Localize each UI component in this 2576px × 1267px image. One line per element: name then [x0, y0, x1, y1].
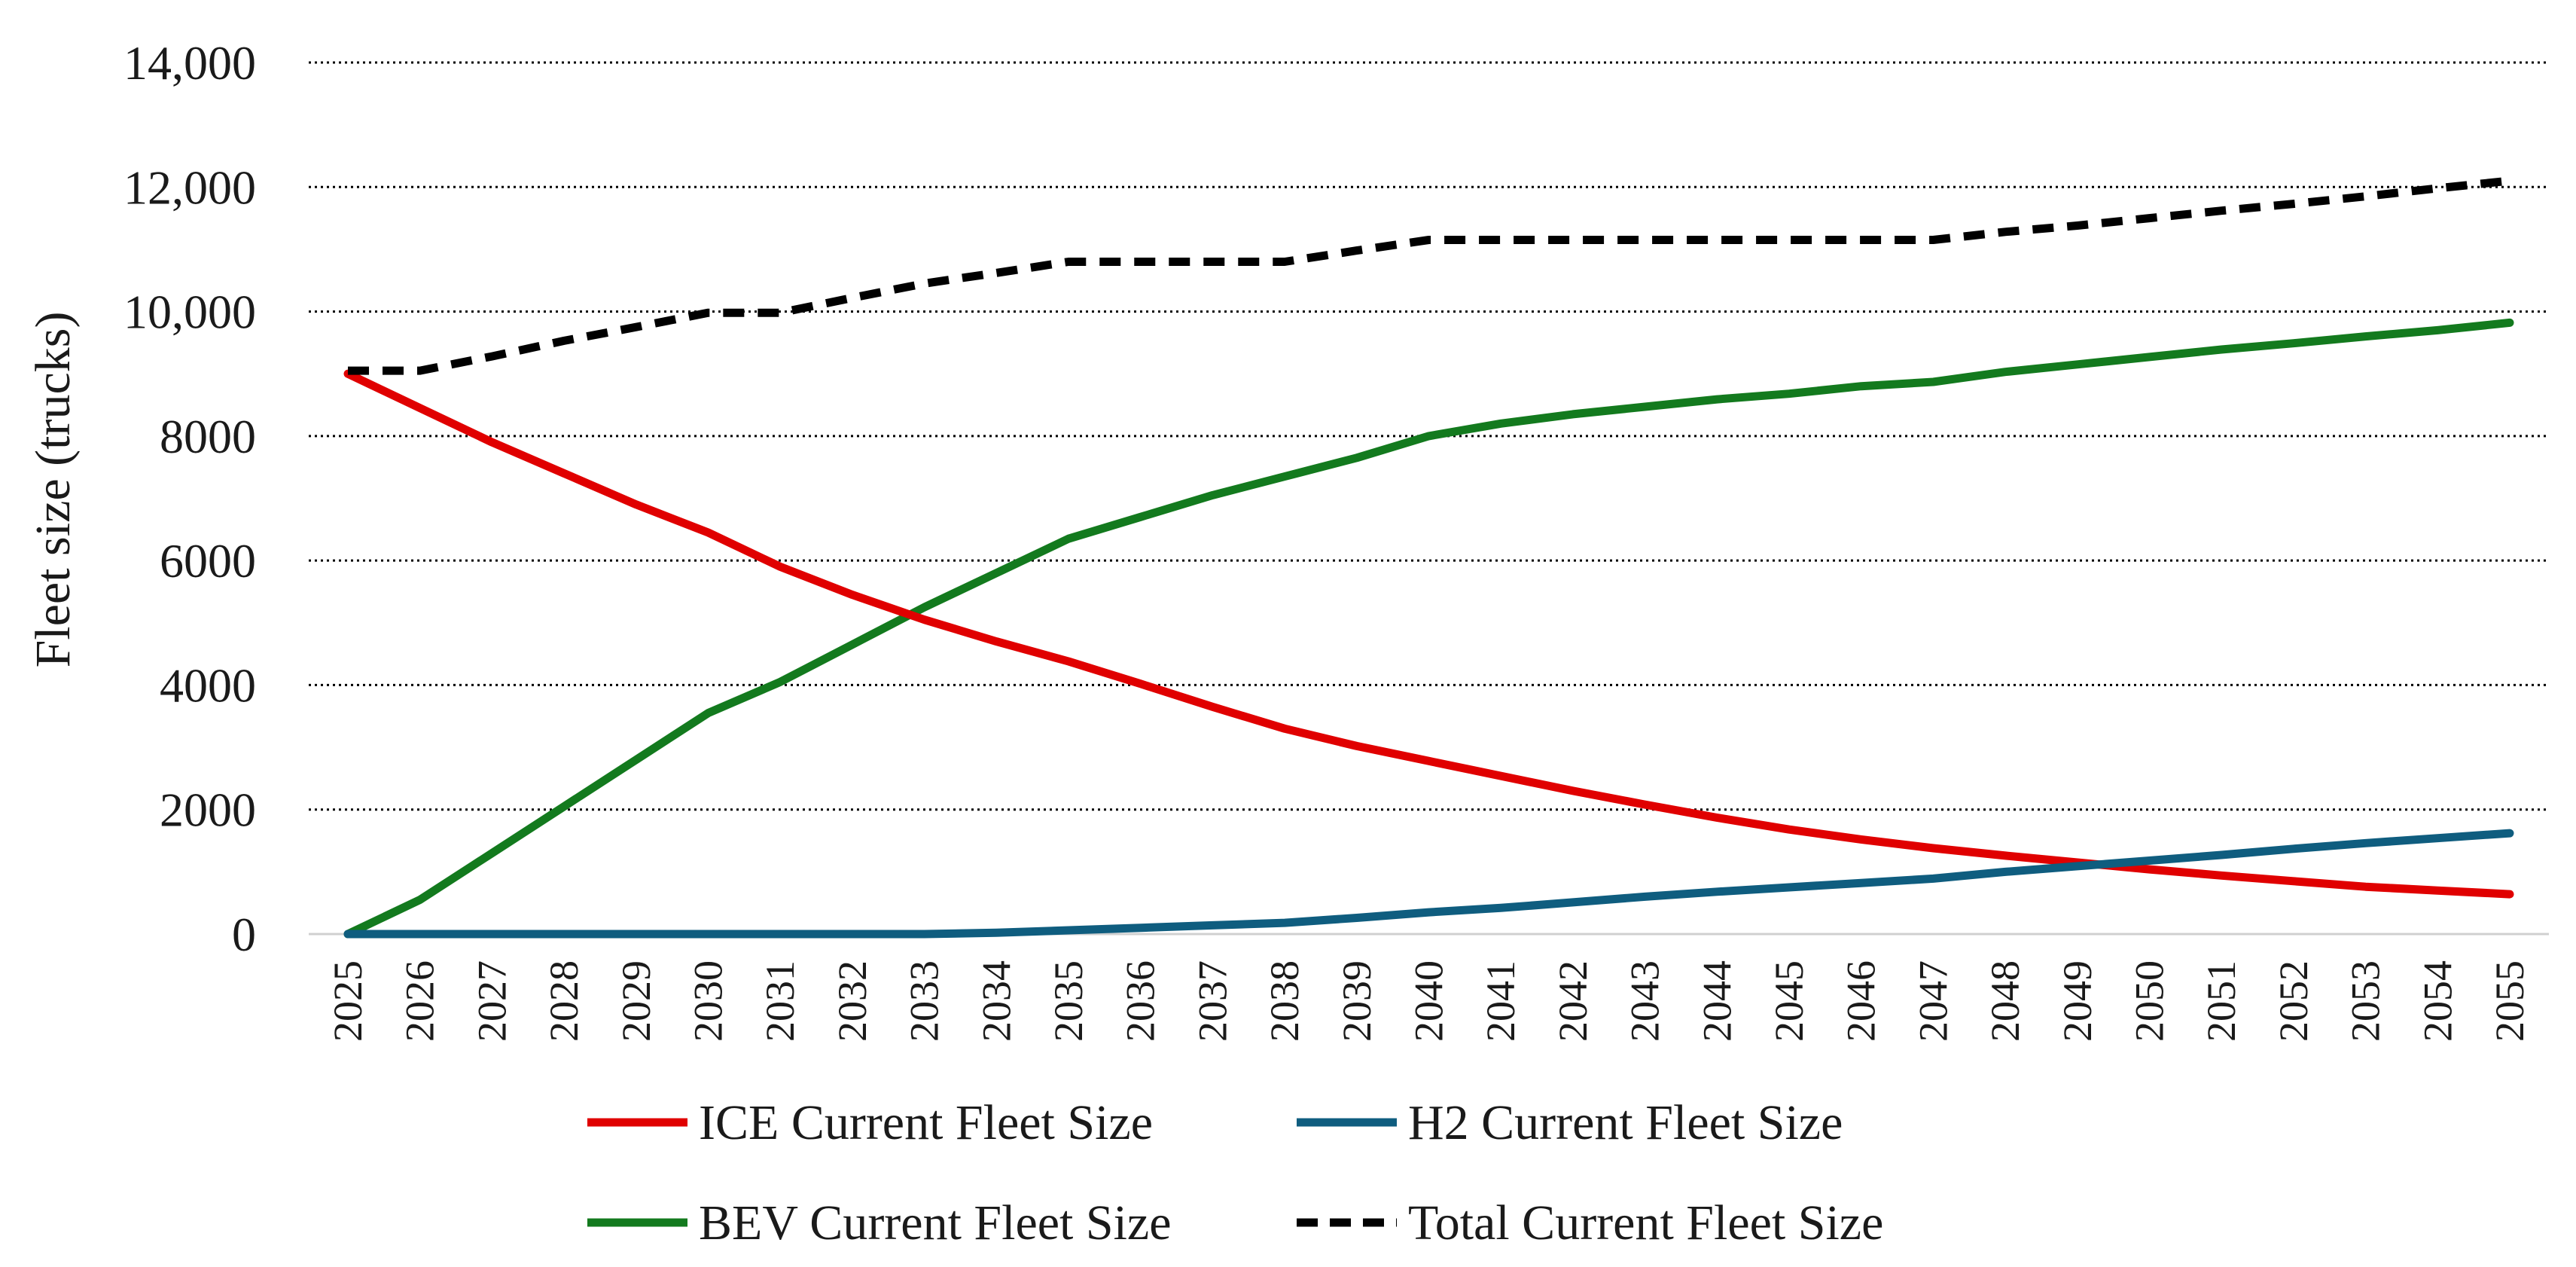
y-axis-label: Fleet size (trucks) — [26, 312, 81, 668]
y-tick-label: 2000 — [160, 783, 256, 837]
legend-label: BEV Current Fleet Size — [699, 1195, 1172, 1250]
x-tick-label: 2032 — [830, 960, 875, 1042]
legend-label: ICE Current Fleet Size — [699, 1095, 1153, 1150]
y-tick-label: 6000 — [160, 534, 256, 588]
x-tick-label: 2041 — [1478, 960, 1523, 1042]
x-tick-label: 2025 — [325, 960, 370, 1042]
y-tick-label: 4000 — [160, 658, 256, 712]
legend-label: Total Current Fleet Size — [1408, 1195, 1883, 1250]
x-tick-label: 2030 — [686, 960, 731, 1042]
series-line-bev-current-fleet-size — [343, 318, 2514, 939]
x-tick-label: 2031 — [758, 960, 803, 1042]
series-line-h2-current-fleet-size — [343, 829, 2514, 939]
series-lines — [343, 176, 2514, 939]
series-line-total-current-fleet-size — [348, 176, 2510, 375]
x-tick-label: 2033 — [902, 960, 947, 1042]
x-tick-label: 2034 — [974, 960, 1019, 1042]
x-tick-label: 2054 — [2415, 960, 2460, 1042]
series-line-ice-current-fleet-size — [343, 369, 2514, 899]
x-tick-label: 2047 — [1910, 960, 1956, 1042]
x-tick-label: 2055 — [2487, 960, 2532, 1042]
x-tick-label: 2042 — [1550, 960, 1596, 1042]
x-tick-label: 2028 — [541, 960, 587, 1042]
x-tick-label: 2046 — [1839, 960, 1884, 1042]
x-tick-label: 2036 — [1118, 960, 1163, 1042]
x-tick-label: 2040 — [1407, 960, 1452, 1042]
y-tick-label: 10,000 — [123, 285, 256, 339]
x-tick-label: 2051 — [2199, 960, 2244, 1042]
x-tick-label: 2043 — [1623, 960, 1668, 1042]
x-tick-label: 2044 — [1694, 960, 1739, 1042]
y-axis-tick-labels: 0 2000 4000 6000 8000 10,000 12,000 14,000 — [123, 36, 256, 961]
y-tick-label: 12,000 — [123, 160, 256, 214]
x-tick-label: 2050 — [2127, 960, 2172, 1042]
x-tick-label: 2038 — [1262, 960, 1307, 1042]
x-tick-label: 2035 — [1046, 960, 1091, 1042]
y-tick-label: 8000 — [160, 410, 256, 463]
legend: ICE Current Fleet Size H2 Current Fleet S… — [587, 1095, 1883, 1250]
x-tick-label: 2045 — [1767, 960, 1812, 1042]
x-tick-label: 2026 — [398, 960, 443, 1042]
x-tick-label: 2049 — [2055, 960, 2100, 1042]
y-tick-label: 0 — [232, 908, 256, 961]
y-tick-label: 14,000 — [123, 36, 256, 90]
x-tick-label: 2053 — [2343, 960, 2389, 1042]
x-tick-label: 2039 — [1334, 960, 1379, 1042]
x-tick-label: 2052 — [2271, 960, 2316, 1042]
x-axis-tick-labels: 2025 2026 2027 2028 2029 2030 2031 2032 2033 2034… — [325, 960, 2532, 1042]
x-tick-label: 2027 — [469, 960, 514, 1042]
legend-label: H2 Current Fleet Size — [1408, 1095, 1843, 1150]
x-tick-label: 2037 — [1190, 960, 1235, 1042]
x-tick-label: 2029 — [614, 960, 659, 1042]
x-tick-label: 2048 — [1983, 960, 2028, 1042]
